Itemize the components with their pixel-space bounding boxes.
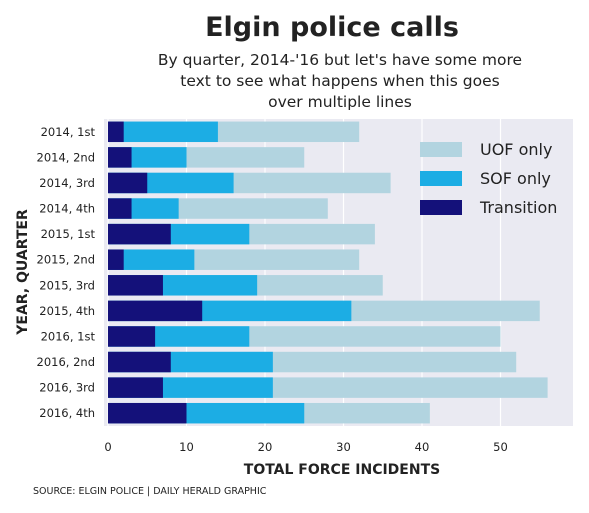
x-axis-label: TOTAL FORCE INCIDENTS — [244, 462, 440, 478]
y-tick-labels: 2014, 1st 2014, 2nd 2014, 3rd 2014, 4th 2015… — [37, 125, 96, 420]
y-tick-label: 2015, 2nd — [37, 253, 95, 267]
bar-transition — [108, 275, 163, 296]
bar-transition — [108, 402, 187, 424]
legend-label: UOF only — [480, 140, 552, 159]
grid-lines — [107, 119, 502, 426]
x-tick-label: 20 — [258, 440, 273, 454]
bars — [108, 121, 548, 424]
legend-swatch — [420, 171, 462, 186]
x-tick-label: 40 — [415, 440, 430, 454]
plot-area — [104, 119, 573, 426]
bar-sof-only — [108, 121, 218, 143]
y-tick-label: 2015, 3rd — [39, 278, 95, 292]
y-tick-label: 2014, 4th — [39, 202, 95, 216]
y-tick-label: 2014, 1st — [41, 125, 96, 139]
legend-swatch — [420, 200, 462, 215]
chart-title: Elgin police calls — [205, 12, 459, 43]
x-tick-label: 50 — [493, 440, 508, 454]
bar-transition — [108, 326, 156, 347]
legend-swatch — [420, 142, 462, 157]
legend-label: SOF only — [480, 169, 551, 188]
y-tick-label: 2015, 4th — [39, 304, 95, 318]
y-axis-label: YEAR, QUARTER — [15, 209, 31, 336]
y-tick-label: 2016, 4th — [39, 406, 95, 420]
x-tick-labels: 0 10 20 30 40 50 — [104, 440, 507, 454]
x-tick-label: 0 — [104, 440, 111, 454]
bar-transition — [108, 147, 132, 168]
chart-subtitle-line-2: text to see what happens when this goes — [180, 72, 499, 90]
legend: UOF only SOF only Transition — [420, 140, 557, 217]
bar-transition — [108, 223, 171, 245]
y-tick-label: 2016, 3rd — [39, 381, 95, 395]
y-tick-label: 2015, 1st — [41, 227, 96, 241]
y-tick-label: 2016, 1st — [41, 329, 96, 343]
bar-transition — [108, 249, 124, 270]
bar-transition — [108, 121, 124, 143]
chart-subtitle-line-1: By quarter, 2014-'16 but let's have some… — [158, 51, 522, 69]
x-tick-label: 10 — [179, 440, 194, 454]
bar-transition — [108, 172, 148, 194]
y-tick-label: 2016, 2nd — [37, 355, 95, 369]
y-tick-label: 2014, 3rd — [39, 176, 95, 190]
bar-transition — [108, 351, 171, 373]
x-tick-label: 30 — [336, 440, 351, 454]
bar-transition — [108, 377, 163, 398]
legend-label: Transition — [479, 198, 557, 217]
bar-transition — [108, 300, 203, 322]
chart-subtitle-line-3: over multiple lines — [268, 93, 412, 111]
bar-sof-only — [108, 249, 195, 270]
source-note: SOURCE: ELGIN POLICE | DAILY HERALD GRAP… — [33, 486, 267, 497]
bar-transition — [108, 198, 132, 219]
y-tick-label: 2014, 2nd — [37, 150, 95, 164]
